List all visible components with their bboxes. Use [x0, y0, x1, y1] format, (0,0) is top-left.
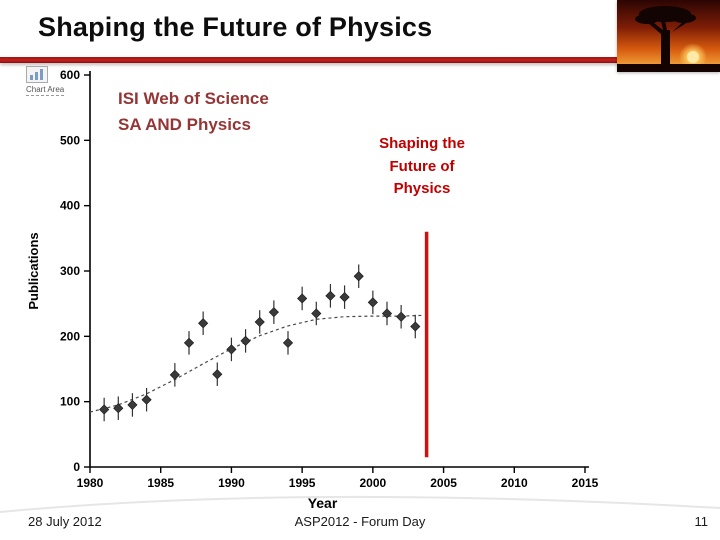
- data-point: [141, 394, 152, 405]
- data-point: [183, 337, 195, 348]
- data-point: [282, 337, 294, 348]
- publications-chart: 1980 1985 1990 1995 2000 2005 2010 2015 0 100 200 3…: [26, 68, 599, 511]
- footer-page-number: 11: [694, 514, 709, 529]
- callout-line3: Physics: [393, 180, 451, 197]
- chart-thumbnail-icon: [26, 66, 48, 83]
- data-point: [325, 290, 336, 301]
- data-point: [381, 308, 393, 319]
- x-tick-label: 1995: [289, 476, 316, 490]
- data-point: [198, 318, 209, 329]
- x-tick-label: 1985: [147, 476, 174, 490]
- chart-area-tooltip[interactable]: Chart Area: [26, 66, 72, 96]
- data-point: [254, 316, 265, 328]
- data-point: [297, 293, 308, 304]
- y-tick-label: 300: [60, 264, 80, 278]
- x-tick-label: 1980: [77, 476, 104, 490]
- y-tick-label: 600: [60, 68, 80, 82]
- baobab-sunset-image: [617, 0, 720, 72]
- callout-line1: Shaping the: [379, 135, 465, 152]
- x-tick-label: 2000: [360, 476, 387, 490]
- data-point: [226, 344, 237, 355]
- data-point: [410, 321, 421, 332]
- title-divider: [0, 57, 720, 63]
- data-point: [99, 404, 110, 415]
- callout-line2: Future of: [389, 157, 455, 175]
- data-point: [367, 297, 378, 308]
- x-tick-label: 2015: [572, 476, 599, 490]
- data-point: [339, 292, 350, 303]
- x-tick-label: 2005: [430, 476, 457, 490]
- data-point: [311, 308, 322, 319]
- y-tick-label: 200: [60, 329, 80, 343]
- data-point: [396, 311, 407, 322]
- slide-title: Shaping the Future of Physics: [38, 12, 433, 42]
- footer-date: 28 July 2012: [28, 514, 102, 529]
- bottom-swoosh: [0, 495, 720, 513]
- chart-area-tooltip-label: Chart Area: [26, 85, 65, 96]
- data-source-label: ISI Web of Science SA AND Physics: [118, 86, 269, 139]
- slide-footer: 28 July 2012 ASP2012 - Forum Day 11: [0, 514, 720, 532]
- x-axis-title: Year: [308, 495, 338, 511]
- data-point: [127, 399, 138, 411]
- x-tick-label: 1990: [218, 476, 245, 490]
- data-source-line1: ISI Web of Science: [118, 89, 269, 108]
- y-tick-label: 100: [60, 395, 80, 409]
- data-point: [169, 369, 180, 380]
- data-point: [353, 271, 364, 282]
- x-tick-label: 2010: [501, 476, 528, 490]
- data-point: [212, 369, 223, 380]
- y-tick-label: 0: [73, 460, 80, 474]
- chart-container[interactable]: 1980 1985 1990 1995 2000 2005 2010 2015 0 100 200 3…: [22, 62, 607, 514]
- callout-label: Shaping the Future of Physics: [356, 133, 488, 201]
- data-point: [268, 307, 279, 318]
- data-point: [113, 403, 124, 414]
- data-source-line2: SA AND Physics: [118, 115, 251, 135]
- baobab-sunset-graphic: [617, 0, 720, 72]
- fit-curve: [89, 314, 423, 413]
- y-axis-title: Publications: [26, 232, 41, 309]
- y-tick-label: 400: [60, 199, 80, 213]
- footer-center-text: ASP2012 - Forum Day: [294, 514, 426, 529]
- y-tick-label: 500: [60, 133, 80, 147]
- data-point: [240, 335, 251, 347]
